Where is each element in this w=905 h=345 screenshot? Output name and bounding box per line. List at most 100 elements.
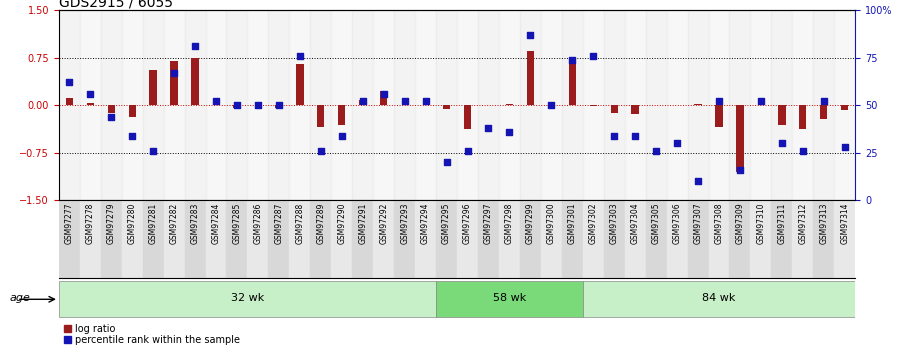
- Text: GSM97303: GSM97303: [610, 203, 619, 244]
- Bar: [170, 61, 177, 105]
- Point: [544, 102, 558, 108]
- Bar: [352, 10, 373, 200]
- Bar: [750, 200, 771, 278]
- Text: GSM97285: GSM97285: [233, 203, 242, 244]
- Text: GSM97293: GSM97293: [400, 203, 409, 244]
- Point: [837, 144, 852, 150]
- Bar: [541, 200, 562, 278]
- Bar: [709, 10, 729, 200]
- Bar: [709, 200, 729, 278]
- Bar: [100, 200, 121, 278]
- Point: [167, 70, 181, 76]
- Point: [104, 114, 119, 119]
- Bar: [583, 200, 604, 278]
- Text: GSM97281: GSM97281: [148, 203, 157, 244]
- Text: GSM97296: GSM97296: [463, 203, 472, 244]
- Point: [586, 53, 601, 59]
- Bar: [296, 64, 303, 105]
- Bar: [226, 10, 247, 200]
- Bar: [632, 105, 639, 114]
- Text: GSM97314: GSM97314: [840, 203, 849, 244]
- Bar: [443, 105, 450, 109]
- Point: [795, 148, 810, 154]
- Bar: [436, 10, 457, 200]
- Bar: [108, 105, 115, 113]
- FancyBboxPatch shape: [59, 282, 436, 317]
- Bar: [233, 105, 241, 108]
- Bar: [100, 10, 121, 200]
- Bar: [275, 105, 282, 108]
- Bar: [164, 10, 185, 200]
- Bar: [80, 200, 100, 278]
- Bar: [583, 10, 604, 200]
- Point: [816, 99, 831, 104]
- Bar: [737, 105, 744, 172]
- Bar: [527, 51, 534, 105]
- Bar: [562, 200, 583, 278]
- Bar: [331, 200, 352, 278]
- Text: GSM97289: GSM97289: [317, 203, 325, 244]
- Bar: [373, 200, 395, 278]
- Text: GSM97287: GSM97287: [274, 203, 283, 244]
- Text: GSM97301: GSM97301: [567, 203, 576, 244]
- Bar: [799, 105, 806, 129]
- Text: GSM97278: GSM97278: [86, 203, 95, 244]
- Point: [754, 99, 768, 104]
- Text: GSM97286: GSM97286: [253, 203, 262, 244]
- Text: GSM97282: GSM97282: [169, 203, 178, 244]
- Text: GSM97295: GSM97295: [442, 203, 451, 244]
- Point: [146, 148, 160, 154]
- Bar: [415, 200, 436, 278]
- Text: GSM97312: GSM97312: [798, 203, 807, 244]
- Text: GSM97313: GSM97313: [819, 203, 828, 244]
- Bar: [694, 104, 701, 105]
- Bar: [645, 10, 667, 200]
- Point: [209, 99, 224, 104]
- Bar: [667, 200, 688, 278]
- Point: [376, 91, 391, 97]
- Bar: [331, 10, 352, 200]
- Point: [418, 99, 433, 104]
- Bar: [667, 10, 688, 200]
- Bar: [226, 200, 247, 278]
- Bar: [499, 200, 519, 278]
- Bar: [604, 10, 624, 200]
- Bar: [834, 200, 855, 278]
- Bar: [793, 200, 814, 278]
- Bar: [129, 105, 136, 117]
- Bar: [359, 100, 367, 105]
- Bar: [185, 200, 205, 278]
- Bar: [395, 10, 415, 200]
- Bar: [185, 10, 205, 200]
- Bar: [814, 200, 834, 278]
- Point: [397, 99, 412, 104]
- Bar: [519, 200, 541, 278]
- Point: [523, 32, 538, 38]
- Bar: [143, 200, 164, 278]
- Bar: [834, 10, 855, 200]
- Bar: [457, 200, 478, 278]
- Legend: log ratio, percentile rank within the sample: log ratio, percentile rank within the sa…: [63, 324, 241, 345]
- Bar: [395, 200, 415, 278]
- Text: GSM97297: GSM97297: [484, 203, 493, 244]
- Text: GSM97310: GSM97310: [757, 203, 766, 244]
- Bar: [568, 61, 576, 105]
- Bar: [191, 58, 199, 105]
- Bar: [59, 200, 80, 278]
- Point: [439, 159, 453, 165]
- Point: [481, 125, 496, 131]
- Text: GSM97308: GSM97308: [715, 203, 723, 244]
- Point: [230, 102, 244, 108]
- Text: GSM97305: GSM97305: [652, 203, 661, 244]
- Text: GSM97307: GSM97307: [693, 203, 702, 244]
- FancyBboxPatch shape: [436, 282, 583, 317]
- Bar: [645, 200, 667, 278]
- Bar: [66, 98, 73, 105]
- Bar: [688, 200, 709, 278]
- Bar: [457, 10, 478, 200]
- Bar: [624, 200, 645, 278]
- Bar: [589, 105, 597, 107]
- Point: [502, 129, 517, 135]
- Bar: [352, 200, 373, 278]
- Bar: [541, 10, 562, 200]
